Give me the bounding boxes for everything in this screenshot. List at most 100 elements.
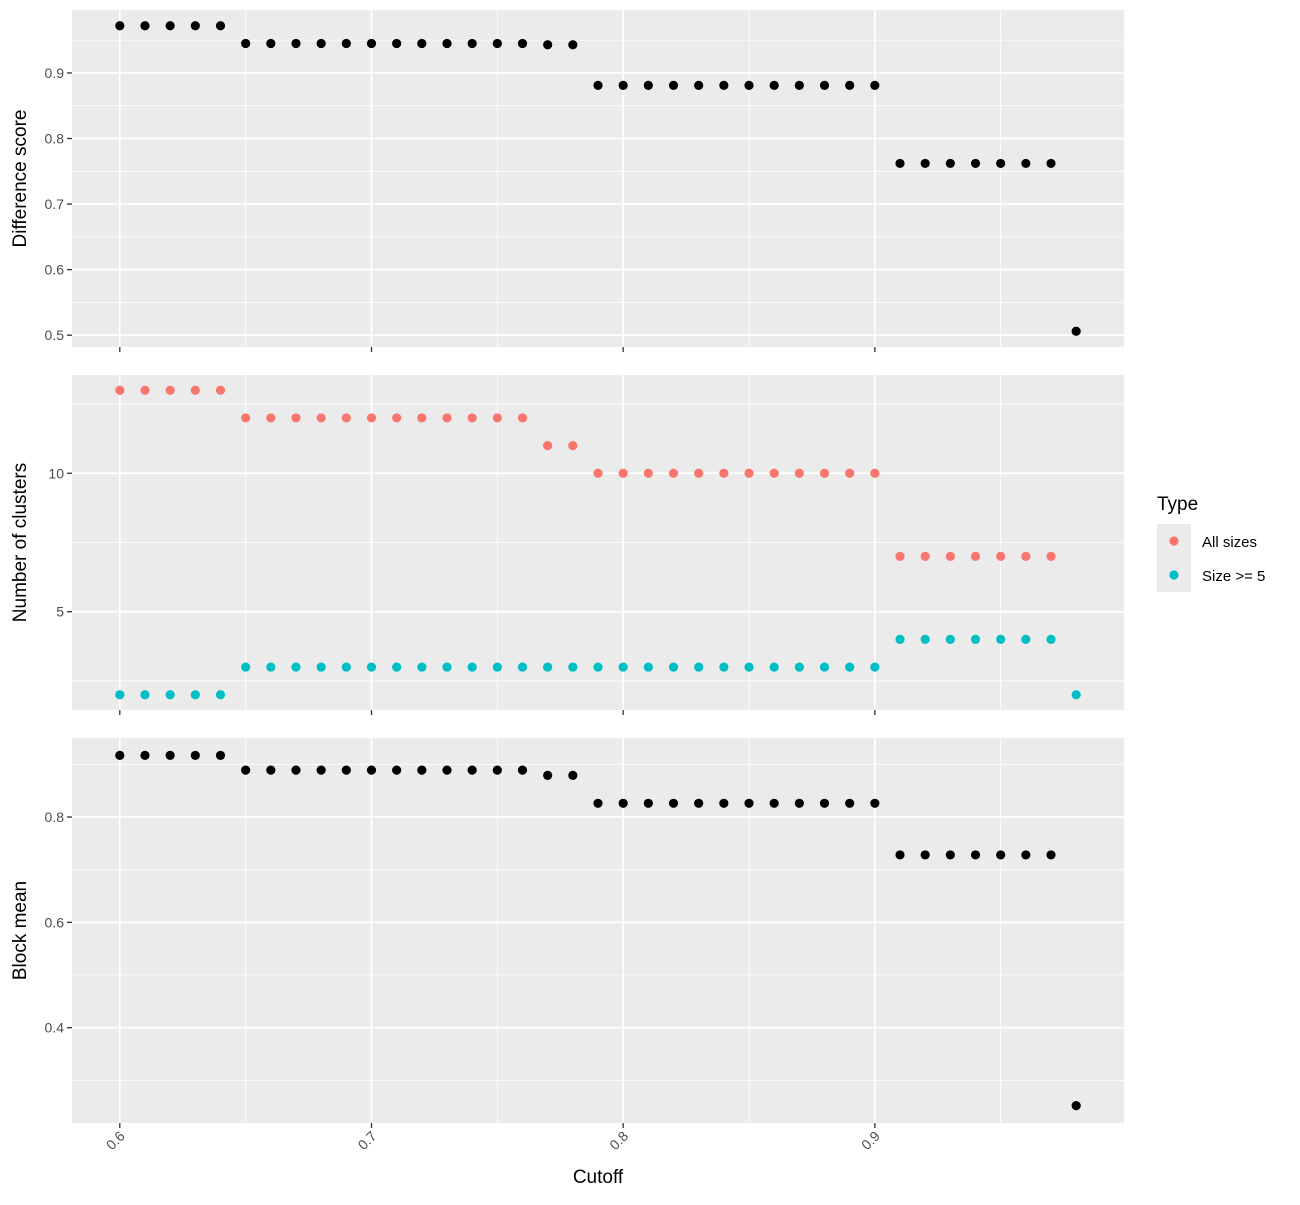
data-point-size-5	[996, 635, 1005, 644]
data-point-difference-score	[518, 39, 527, 48]
y-tick-label: 0.6	[45, 914, 65, 930]
data-point-size-5	[946, 635, 955, 644]
data-point-block-mean	[619, 799, 628, 808]
data-point-difference-score	[468, 39, 477, 48]
data-point-all-sizes	[845, 469, 854, 478]
data-point-size-5	[719, 662, 728, 671]
data-point-block-mean	[543, 771, 552, 780]
data-point-difference-score	[669, 81, 678, 90]
data-point-all-sizes	[719, 469, 728, 478]
data-point-block-mean	[140, 751, 149, 760]
data-point-block-mean	[342, 766, 351, 775]
plot-background-difference-score	[72, 10, 1124, 347]
data-point-difference-score	[1021, 159, 1030, 168]
data-point-difference-score	[895, 159, 904, 168]
data-point-difference-score	[317, 39, 326, 48]
y-tick-label: 0.8	[45, 809, 65, 825]
y-tick-label: 5	[56, 604, 64, 620]
data-point-size-5	[870, 662, 879, 671]
data-point-difference-score	[619, 81, 628, 90]
data-point-all-sizes	[619, 469, 628, 478]
data-point-size-5	[1021, 635, 1030, 644]
data-point-all-sizes	[367, 413, 376, 422]
data-point-all-sizes	[417, 413, 426, 422]
data-point-block-mean	[795, 799, 804, 808]
data-point-difference-score	[971, 159, 980, 168]
y-tick-label: 0.7	[45, 196, 65, 212]
data-point-block-mean	[115, 751, 124, 760]
data-point-difference-score	[568, 40, 577, 49]
y-axis-title-block-mean: Block mean	[10, 881, 31, 980]
data-point-block-mean	[719, 799, 728, 808]
data-point-size-5	[795, 662, 804, 671]
data-point-difference-score	[342, 39, 351, 48]
data-point-block-mean	[392, 766, 401, 775]
data-point-block-mean	[996, 850, 1005, 859]
data-point-block-mean	[518, 766, 527, 775]
data-point-size-5	[216, 690, 225, 699]
data-point-size-5	[241, 662, 250, 671]
data-point-size-5	[845, 662, 854, 671]
data-point-difference-score	[140, 21, 149, 30]
data-point-all-sizes	[744, 469, 753, 478]
data-point-all-sizes	[493, 413, 502, 422]
data-point-difference-score	[770, 81, 779, 90]
y-tick-label: 0.6	[45, 262, 65, 278]
data-point-size-5	[367, 662, 376, 671]
data-point-block-mean	[946, 850, 955, 859]
data-point-block-mean	[442, 766, 451, 775]
data-point-all-sizes	[770, 469, 779, 478]
data-point-difference-score	[795, 81, 804, 90]
data-point-all-sizes	[669, 469, 678, 478]
data-point-block-mean	[1072, 1101, 1081, 1110]
data-point-block-mean	[493, 766, 502, 775]
data-point-size-5	[191, 690, 200, 699]
data-point-all-sizes	[996, 552, 1005, 561]
data-point-size-5	[568, 662, 577, 671]
data-point-block-mean	[870, 799, 879, 808]
data-point-difference-score	[593, 81, 602, 90]
legend-key-size-5	[1169, 570, 1178, 579]
data-point-all-sizes	[241, 413, 250, 422]
panel-difference-score: 0.5 0.6 0.7 0.8 0.9 Difference score	[10, 10, 1124, 352]
data-point-all-sizes	[568, 441, 577, 450]
data-point-all-sizes	[870, 469, 879, 478]
data-point-size-5	[543, 662, 552, 671]
data-point-block-mean	[367, 766, 376, 775]
data-point-difference-score	[845, 81, 854, 90]
data-point-size-5	[644, 662, 653, 671]
data-point-difference-score	[946, 159, 955, 168]
legend-label-size-5: Size >= 5	[1202, 568, 1265, 585]
data-point-size-5	[115, 690, 124, 699]
data-point-difference-score	[1046, 159, 1055, 168]
data-point-all-sizes	[166, 386, 175, 395]
data-point-size-5	[493, 662, 502, 671]
data-point-all-sizes	[895, 552, 904, 561]
y-tick-label: 0.5	[45, 327, 65, 343]
data-point-all-sizes	[971, 552, 980, 561]
data-point-difference-score	[921, 159, 930, 168]
data-point-block-mean	[266, 766, 275, 775]
data-point-block-mean	[921, 850, 930, 859]
data-point-block-mean	[417, 766, 426, 775]
data-point-block-mean	[216, 751, 225, 760]
data-point-block-mean	[317, 766, 326, 775]
data-point-difference-score	[543, 40, 552, 49]
data-point-size-5	[895, 635, 904, 644]
data-point-difference-score	[115, 21, 124, 30]
data-point-block-mean	[593, 799, 602, 808]
legend-key-all-sizes	[1169, 536, 1178, 545]
data-point-size-5	[744, 662, 753, 671]
data-point-block-mean	[191, 751, 200, 760]
data-point-difference-score	[644, 81, 653, 90]
data-point-block-mean	[468, 766, 477, 775]
data-point-size-5	[1046, 635, 1055, 644]
data-point-all-sizes	[694, 469, 703, 478]
data-point-difference-score	[216, 21, 225, 30]
data-point-size-5	[518, 662, 527, 671]
data-point-block-mean	[971, 850, 980, 859]
data-point-block-mean	[845, 799, 854, 808]
legend-label-all-sizes: All sizes	[1202, 534, 1257, 551]
